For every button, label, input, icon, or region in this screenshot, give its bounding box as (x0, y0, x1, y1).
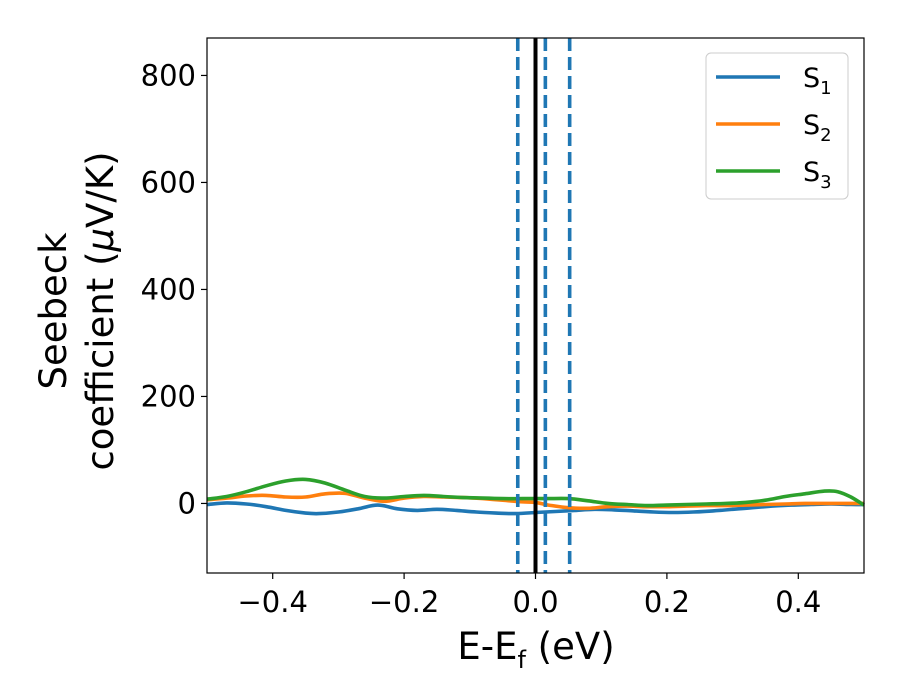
x-axis-label: E-Ef (eV) (457, 625, 614, 674)
legend-label-s2: S2 (803, 110, 832, 146)
y-axis-label-line2: coefficient (μV/K) (79, 151, 122, 470)
y-tick-label: 200 (141, 379, 196, 413)
y-tick-label: 600 (141, 165, 196, 199)
legend: S1 S2 S3 (705, 52, 849, 200)
y-tick-label: 400 (141, 272, 196, 306)
y-tick-label: 800 (141, 58, 196, 92)
y-axis-label: Seebeck coefficient (μV/K) (32, 151, 122, 470)
legend-label-s3: S3 (803, 157, 832, 193)
x-tick-label: 0.0 (512, 585, 558, 619)
reference-lines (515, 38, 572, 573)
x-tick-label: 0.2 (644, 585, 690, 619)
y-tick-label: 0 (178, 486, 196, 520)
x-tick-label: −0.4 (237, 585, 307, 619)
axis-ticks: −0.4 −0.2 0.0 0.2 0.4 0 200 400 600 800 (141, 58, 822, 619)
x-tick-label: 0.4 (775, 585, 821, 619)
legend-box (705, 52, 849, 200)
series-line-s3 (206, 477, 865, 508)
y-axis-label-line1: Seebeck (32, 232, 75, 390)
x-tick-label: −0.2 (369, 585, 439, 619)
legend-label-s1: S1 (803, 63, 832, 99)
